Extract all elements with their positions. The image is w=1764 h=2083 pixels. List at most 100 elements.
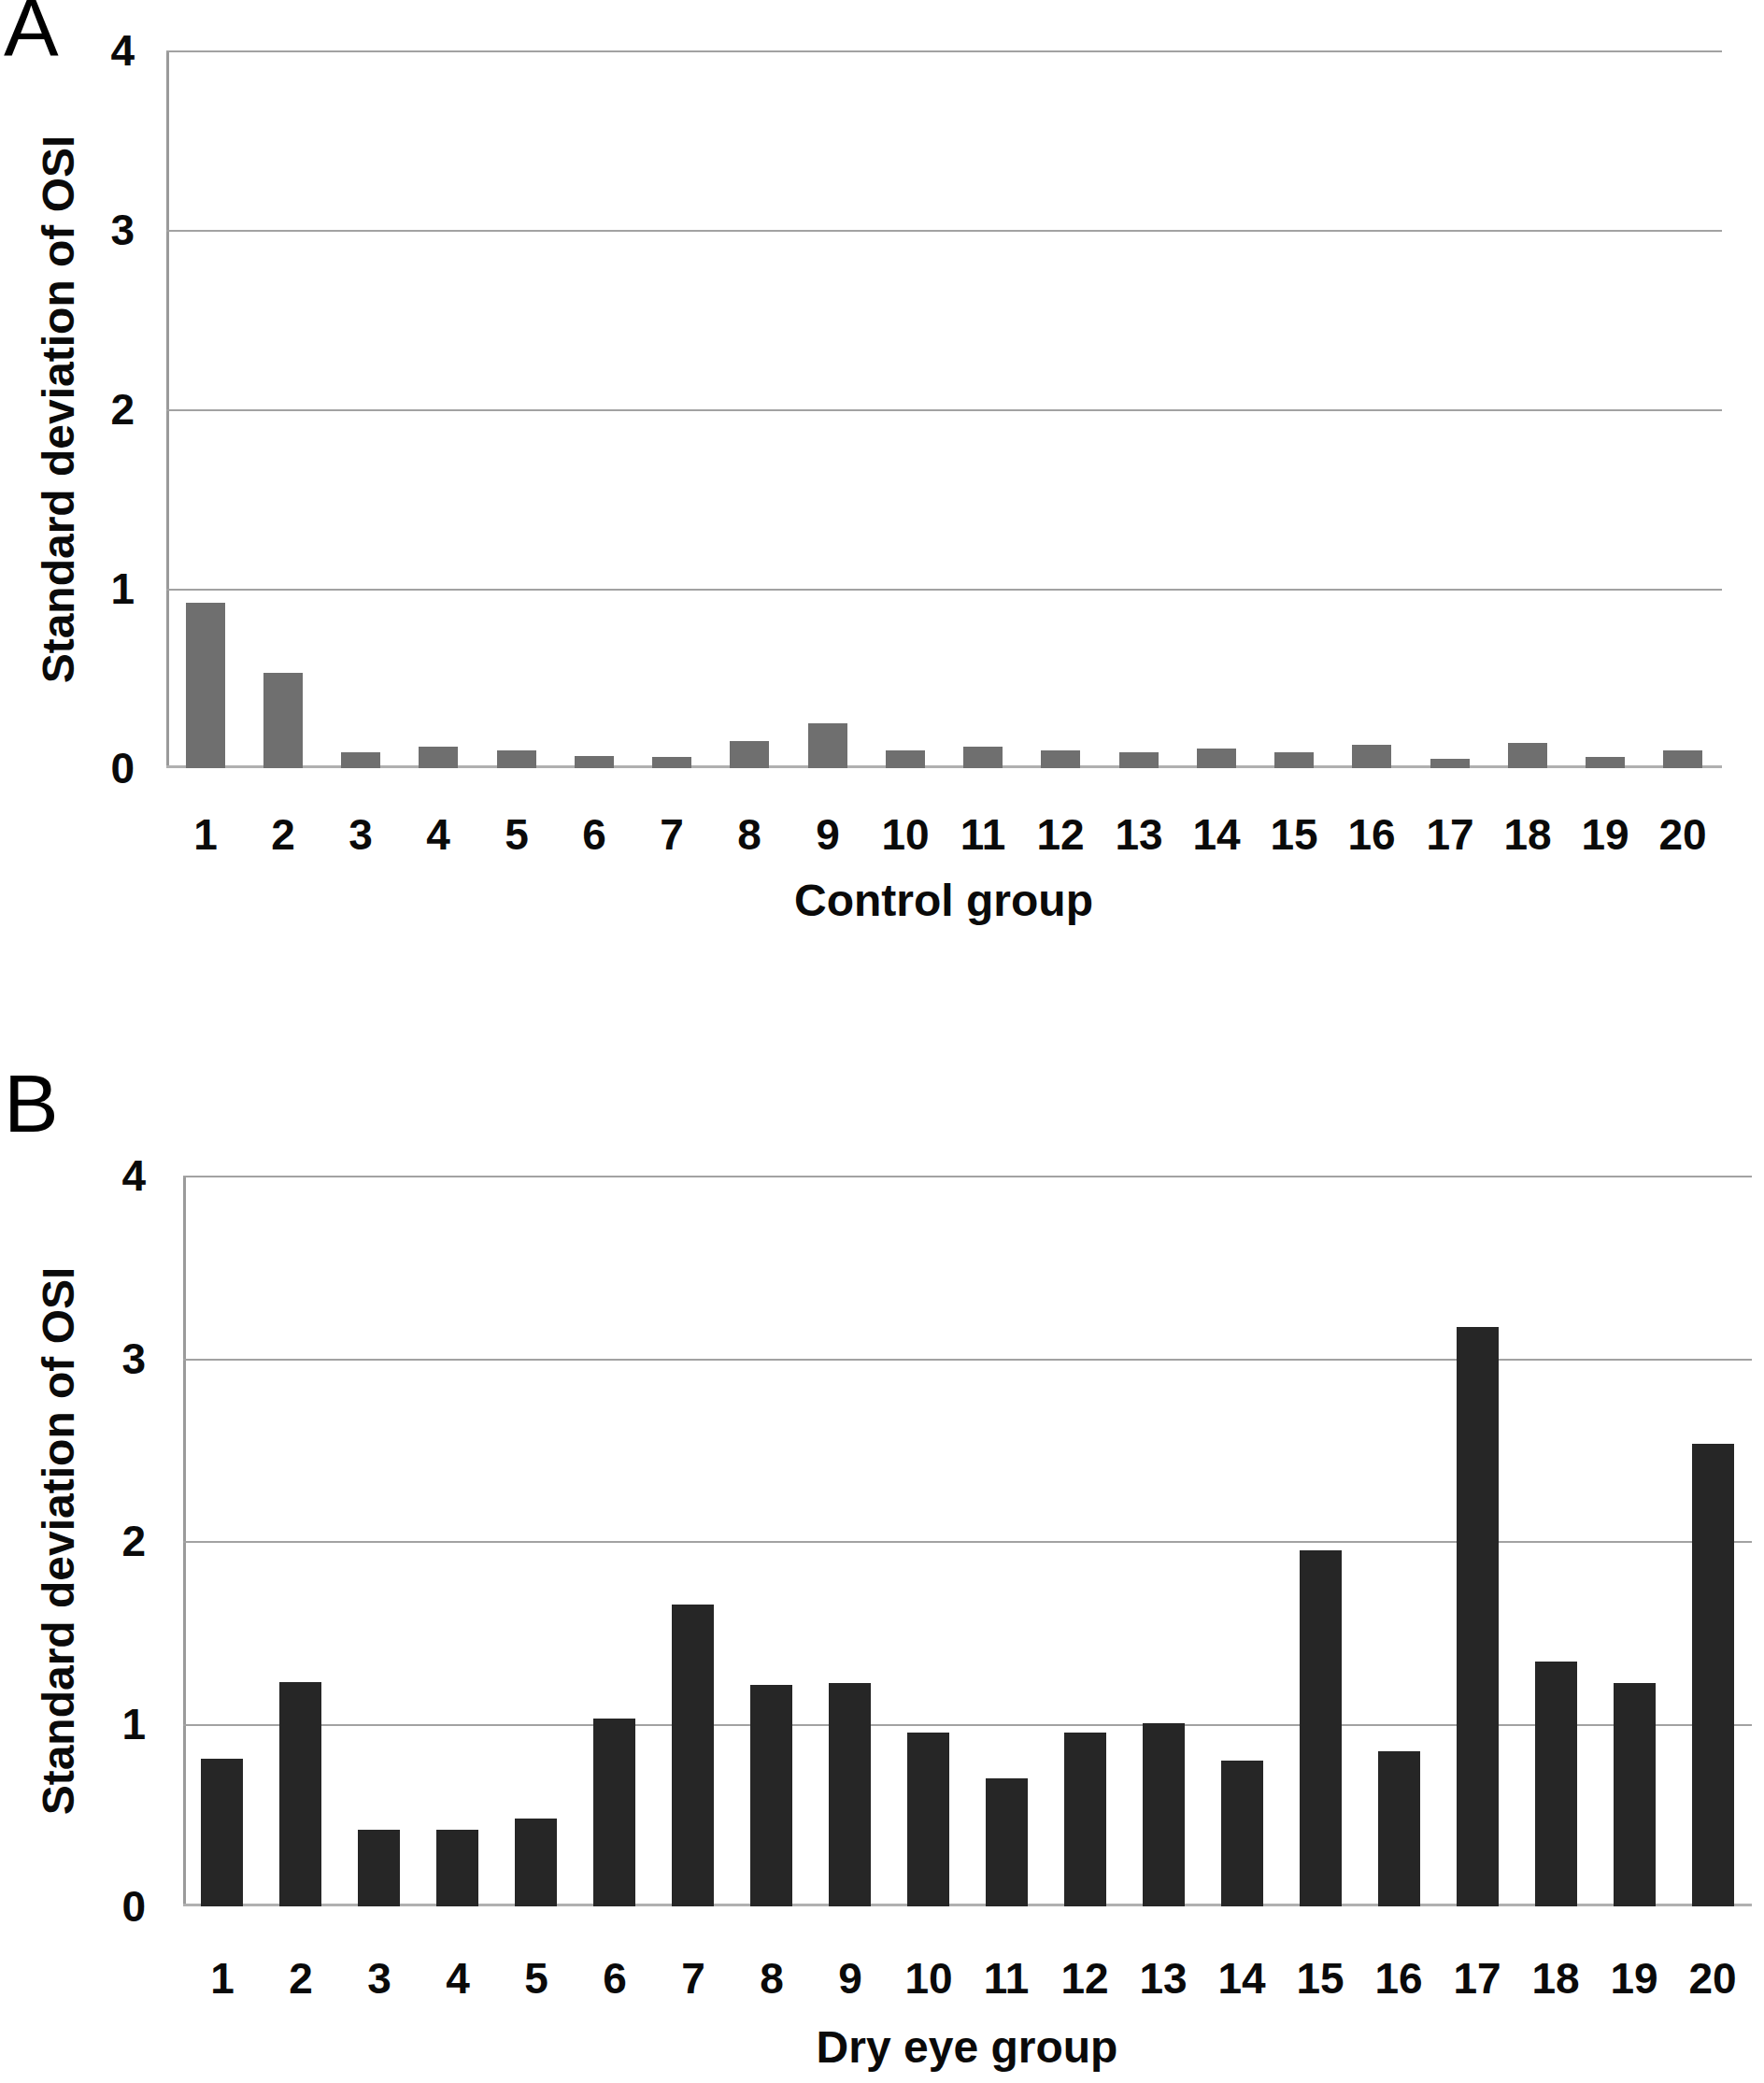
x-tick-a-16: 16: [1330, 813, 1414, 856]
bar-b-14: [1221, 1761, 1263, 1906]
panel-b-letter: B: [4, 1063, 59, 1145]
x-tick-a-2: 2: [241, 813, 325, 856]
panel-b-plot-area: [183, 1176, 1752, 1906]
panel-a-gridline-2: [166, 409, 1722, 411]
bar-b-16: [1378, 1751, 1420, 1906]
x-tick-a-11: 11: [941, 813, 1025, 856]
x-tick-b-17: 17: [1435, 1957, 1519, 2000]
bar-a-14: [1197, 749, 1236, 768]
x-tick-a-7: 7: [630, 813, 714, 856]
y-tick-a-1: 1: [32, 567, 135, 610]
bar-b-20: [1692, 1444, 1734, 1906]
bar-b-8: [750, 1685, 792, 1906]
bar-b-4: [436, 1830, 478, 1906]
y-tick-b-2: 2: [43, 1519, 146, 1562]
bar-b-2: [279, 1682, 321, 1906]
x-tick-a-17: 17: [1408, 813, 1492, 856]
x-tick-b-7: 7: [651, 1957, 735, 2000]
x-tick-b-10: 10: [887, 1957, 971, 2000]
bar-a-3: [341, 752, 380, 768]
bar-a-1: [186, 603, 225, 768]
panel-a-gridline-1: [166, 589, 1722, 591]
bar-a-9: [808, 723, 847, 768]
bar-a-4: [419, 747, 458, 768]
panel-b-gridline-4: [183, 1176, 1752, 1177]
x-tick-a-15: 15: [1252, 813, 1336, 856]
bar-a-12: [1041, 750, 1080, 768]
panel-b-x-axis-title: Dry eye group: [817, 2023, 1118, 2073]
bar-b-9: [829, 1683, 871, 1906]
bar-a-20: [1663, 750, 1702, 768]
panel-a-gridline-4: [166, 50, 1722, 52]
y-tick-b-0: 0: [43, 1885, 146, 1928]
bar-b-15: [1300, 1550, 1342, 1906]
y-tick-b-1: 1: [43, 1703, 146, 1746]
bar-a-19: [1586, 757, 1625, 768]
bar-a-18: [1508, 743, 1547, 768]
y-tick-a-3: 3: [32, 208, 135, 251]
bar-a-6: [575, 756, 614, 768]
x-tick-a-13: 13: [1097, 813, 1181, 856]
bar-a-5: [497, 750, 536, 768]
x-tick-a-18: 18: [1486, 813, 1570, 856]
x-tick-b-1: 1: [180, 1957, 264, 2000]
y-tick-b-4: 4: [43, 1154, 146, 1197]
panel-a-gridline-3: [166, 230, 1722, 232]
panel-b-gridline-0: [183, 1904, 1752, 1906]
x-tick-b-8: 8: [730, 1957, 814, 2000]
y-tick-a-0: 0: [32, 747, 135, 790]
x-tick-b-3: 3: [337, 1957, 421, 2000]
x-tick-b-5: 5: [494, 1957, 578, 2000]
x-tick-a-5: 5: [475, 813, 559, 856]
x-tick-b-13: 13: [1121, 1957, 1205, 2000]
bar-a-11: [963, 747, 1003, 768]
y-tick-a-2: 2: [32, 388, 135, 431]
x-tick-b-11: 11: [964, 1957, 1048, 2000]
bar-a-7: [652, 757, 691, 768]
panel-b-gridline-3: [183, 1359, 1752, 1361]
bar-a-15: [1274, 752, 1314, 768]
bar-b-3: [358, 1830, 400, 1906]
bar-b-7: [672, 1605, 714, 1906]
bar-b-6: [593, 1719, 635, 1906]
bar-b-13: [1143, 1723, 1185, 1906]
panel-b-gridline-2: [183, 1541, 1752, 1543]
panel-a-x-axis-title: Control group: [794, 877, 1093, 926]
y-tick-b-3: 3: [43, 1337, 146, 1380]
x-tick-a-1: 1: [164, 813, 248, 856]
bar-b-12: [1064, 1733, 1106, 1906]
x-tick-b-12: 12: [1043, 1957, 1127, 2000]
x-tick-b-14: 14: [1200, 1957, 1284, 2000]
bar-b-5: [515, 1819, 557, 1906]
x-tick-a-20: 20: [1641, 813, 1725, 856]
figure: A Standard deviation of OSI Control grou…: [0, 0, 1764, 2083]
x-tick-a-14: 14: [1174, 813, 1259, 856]
x-tick-b-4: 4: [416, 1957, 500, 2000]
bar-a-8: [730, 741, 769, 768]
bar-b-17: [1457, 1327, 1499, 1906]
panel-a-gridline-0: [166, 765, 1722, 768]
bar-a-13: [1119, 752, 1159, 768]
x-tick-a-6: 6: [552, 813, 636, 856]
bar-a-2: [263, 673, 303, 768]
bar-a-10: [886, 750, 925, 768]
x-tick-a-19: 19: [1563, 813, 1647, 856]
panel-a-plot-area: [166, 50, 1722, 768]
x-tick-a-12: 12: [1018, 813, 1102, 856]
x-tick-b-9: 9: [808, 1957, 892, 2000]
x-tick-a-3: 3: [319, 813, 403, 856]
x-tick-a-8: 8: [707, 813, 791, 856]
x-tick-a-9: 9: [786, 813, 870, 856]
x-tick-b-20: 20: [1671, 1957, 1755, 2000]
x-tick-a-4: 4: [396, 813, 480, 856]
x-tick-b-6: 6: [573, 1957, 657, 2000]
panel-b-gridline-1: [183, 1724, 1752, 1726]
x-tick-b-19: 19: [1592, 1957, 1676, 2000]
bar-b-11: [986, 1778, 1028, 1906]
bar-b-19: [1614, 1683, 1656, 1906]
bar-a-16: [1352, 745, 1391, 768]
x-tick-b-2: 2: [259, 1957, 343, 2000]
x-tick-b-16: 16: [1357, 1957, 1441, 2000]
bar-b-18: [1535, 1662, 1577, 1906]
y-tick-a-4: 4: [32, 29, 135, 72]
